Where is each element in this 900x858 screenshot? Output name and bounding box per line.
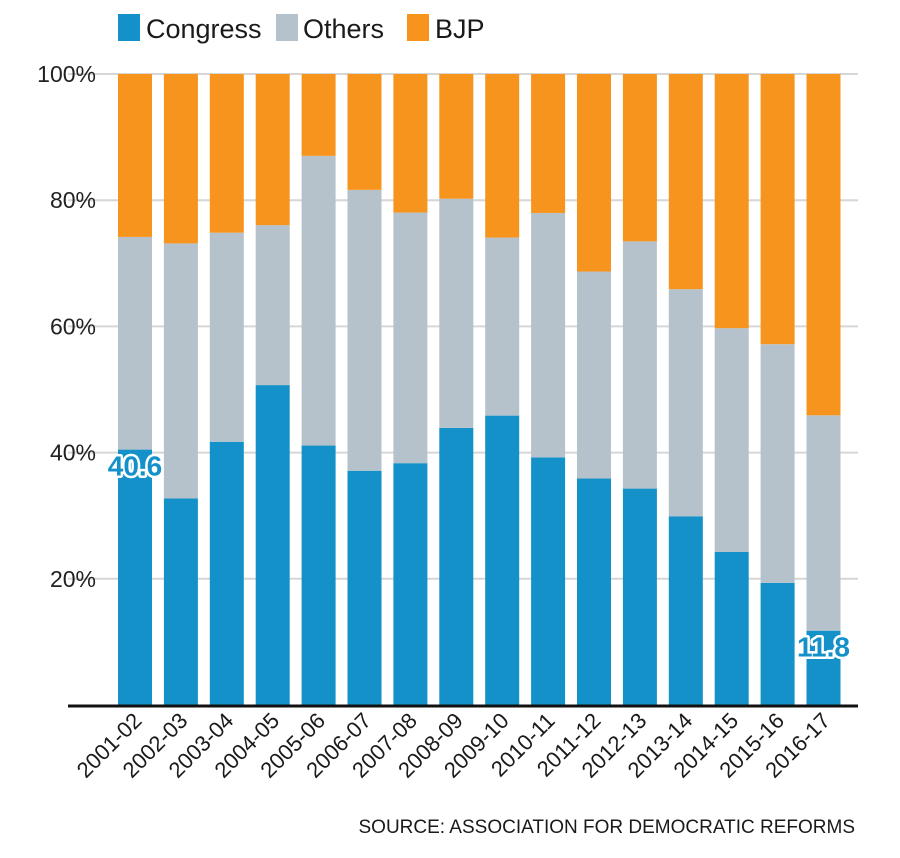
bar-others-2004-05 [255,225,290,386]
legend-swatch-congress [118,14,140,41]
bar-bjp-2011-12 [577,74,611,272]
bar-others-2002-03 [163,243,198,499]
bar-others-2011-12 [577,271,611,479]
bar-others-2010-11 [531,212,566,458]
bar-bjp-2010-11 [531,74,566,213]
bar-bjp-2005-06 [301,74,336,156]
bar-others-2009-10 [485,237,520,416]
y-axis-tick-labels: 20% 40% 60% 80% 100% [37,61,96,592]
bar-congress-2008-09 [439,427,474,705]
bar-congress-2016-17 [806,630,841,705]
source-note: SOURCE: ASSOCIATION FOR DEMOCRATIC REFOR… [359,817,856,838]
bar-congress-2015-16 [760,582,795,705]
bar-bjp-2009-10 [485,74,520,238]
legend: Congress Others BJP [118,14,485,44]
y-tick-label-20: 20% [50,566,96,592]
y-tick-label-60: 60% [50,313,96,339]
bar-bjp-2007-08 [393,74,428,213]
bar-bjp-2013-14 [668,74,703,290]
data-label-congress-2001-02: 40.6 [108,451,163,482]
legend-swatch-others [276,14,298,41]
bar-congress-2014-15 [714,551,749,705]
bar-congress-2005-06 [301,445,336,705]
bar-others-2012-13 [622,241,657,489]
x-axis-category-labels: 2001-022002-032003-042004-052005-062006-… [72,708,835,783]
bar-bjp-2002-03 [163,74,198,244]
bar-congress-2012-13 [622,488,657,705]
bar-others-2003-04 [209,232,244,442]
bar-congress-2004-05 [255,385,290,705]
bar-others-2016-17 [806,415,841,631]
bar-bjp-2006-07 [347,74,382,190]
y-tick-label-80: 80% [50,187,96,213]
data-labels: 40.6 11.8 [105,448,852,665]
bar-bjp-2014-15 [714,74,749,329]
bar-congress-2001-02 [118,449,152,705]
bar-bjp-2004-05 [255,74,290,226]
bar-bjp-2001-02 [118,74,152,237]
bar-others-2015-16 [760,344,795,583]
legend-label-others: Others [303,14,384,44]
bar-congress-2007-08 [393,463,428,705]
bar-bjp-2016-17 [806,74,841,416]
legend-swatch-bjp [407,14,429,41]
bar-congress-2009-10 [485,415,520,705]
bar-others-2007-08 [393,212,428,464]
bar-others-2006-07 [347,189,382,471]
bar-bjp-2015-16 [760,74,795,345]
bar-others-2014-15 [714,328,749,552]
bars [118,74,841,705]
bar-bjp-2012-13 [622,74,657,242]
data-label-congress-2016-17: 11.8 [797,632,850,663]
bar-congress-2011-12 [577,478,611,705]
bar-others-2013-14 [668,289,703,517]
bar-bjp-2008-09 [439,74,474,199]
bar-congress-2003-04 [209,441,244,705]
bar-congress-2010-11 [531,457,566,705]
legend-label-congress: Congress [146,14,262,44]
y-tick-label-100: 100% [37,61,96,87]
bar-others-2008-09 [439,198,474,428]
y-tick-label-40: 40% [50,440,96,466]
bar-congress-2006-07 [347,470,382,705]
bar-others-2005-06 [301,155,336,446]
bar-bjp-2003-04 [209,74,244,233]
bar-congress-2002-03 [163,498,198,705]
legend-label-bjp: BJP [435,14,485,44]
bar-congress-2013-14 [668,516,703,705]
bar-others-2001-02 [118,236,152,450]
